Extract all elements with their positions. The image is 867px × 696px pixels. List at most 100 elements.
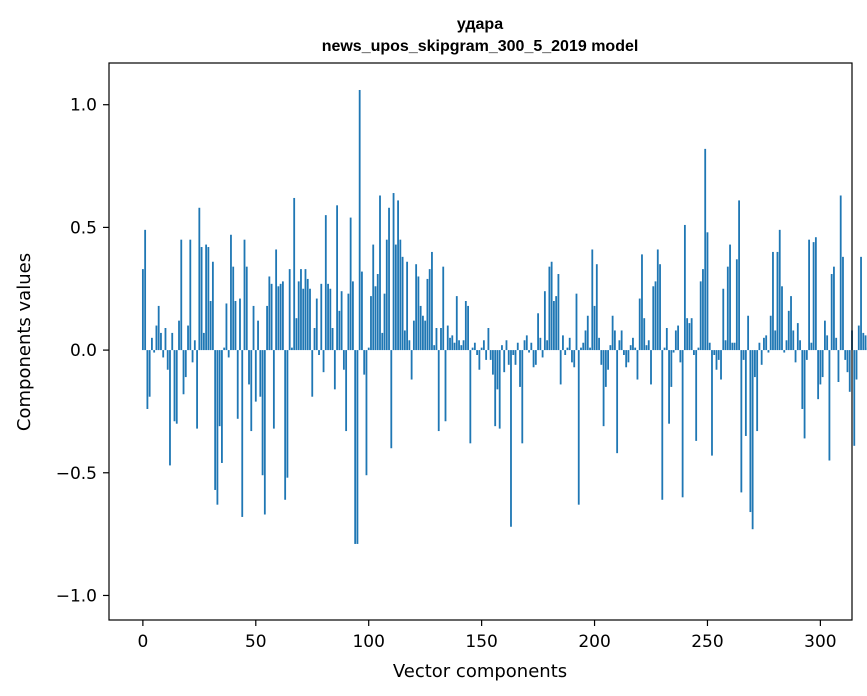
bar-287 bbox=[790, 296, 792, 351]
x-tick-label-300: 300 bbox=[804, 632, 836, 652]
bar-135 bbox=[446, 325, 449, 351]
bar-67 bbox=[293, 197, 296, 351]
bar-158 bbox=[498, 350, 501, 429]
bar-119 bbox=[410, 350, 413, 380]
bar-319 bbox=[862, 332, 865, 351]
bar-94 bbox=[354, 350, 357, 544]
bar-86 bbox=[336, 205, 338, 351]
bar-91 bbox=[347, 293, 350, 351]
bar-187 bbox=[564, 350, 567, 355]
bar-185 bbox=[559, 350, 562, 385]
chart-title-line1: удара bbox=[457, 16, 503, 33]
bar-99 bbox=[365, 350, 368, 476]
bar-141 bbox=[460, 345, 463, 351]
bar-78 bbox=[318, 350, 320, 355]
bar-294 bbox=[805, 350, 808, 360]
bar-215 bbox=[627, 350, 630, 363]
bar-291 bbox=[799, 340, 801, 351]
bar-97 bbox=[361, 271, 363, 351]
bar-121 bbox=[415, 264, 418, 351]
x-tick-label-150: 150 bbox=[465, 632, 497, 652]
bar-9 bbox=[162, 350, 165, 358]
bar-74 bbox=[309, 288, 311, 351]
bar-105 bbox=[379, 195, 381, 351]
bar-305 bbox=[830, 274, 833, 351]
bar-148 bbox=[476, 350, 479, 355]
bar-276 bbox=[765, 335, 768, 351]
bar-104 bbox=[376, 274, 379, 351]
bar-151 bbox=[482, 340, 485, 351]
bar-307 bbox=[835, 337, 838, 351]
bar-230 bbox=[661, 350, 664, 500]
bar-154 bbox=[489, 350, 492, 360]
bar-302 bbox=[824, 320, 826, 351]
bar-222 bbox=[643, 318, 646, 351]
bar-207 bbox=[609, 345, 612, 351]
bar-65 bbox=[288, 269, 291, 351]
bar-272 bbox=[756, 350, 759, 432]
bar-265 bbox=[740, 350, 743, 493]
bar-214 bbox=[625, 350, 628, 368]
bar-218 bbox=[634, 347, 637, 351]
bar-296 bbox=[810, 342, 813, 351]
bar-188 bbox=[566, 347, 569, 351]
bar-29 bbox=[207, 247, 210, 351]
bar-303 bbox=[826, 335, 829, 351]
bar-229 bbox=[659, 264, 661, 351]
bar-266 bbox=[742, 350, 745, 360]
y-tick-label-3: 0.5 bbox=[70, 218, 97, 238]
bar-267 bbox=[744, 350, 747, 436]
bar-123 bbox=[419, 305, 422, 351]
bar-15 bbox=[175, 350, 178, 424]
bar-157 bbox=[496, 350, 499, 390]
bar-11 bbox=[166, 350, 169, 370]
bar-92 bbox=[349, 217, 352, 351]
bar-45 bbox=[243, 239, 246, 351]
bar-235 bbox=[672, 350, 675, 353]
bar-36 bbox=[223, 347, 226, 351]
bar-193 bbox=[577, 350, 580, 505]
bar-149 bbox=[478, 350, 481, 370]
bar-117 bbox=[406, 261, 409, 351]
bar-167 bbox=[519, 350, 521, 387]
bar-197 bbox=[586, 315, 589, 351]
bar-181 bbox=[550, 261, 553, 351]
bar-69 bbox=[297, 281, 300, 351]
bar-284 bbox=[783, 350, 786, 353]
bar-76 bbox=[313, 328, 316, 351]
bar-56 bbox=[268, 276, 271, 351]
bar-139 bbox=[455, 296, 458, 351]
bar-317 bbox=[857, 325, 860, 351]
bar-38 bbox=[227, 350, 230, 358]
bar-20 bbox=[187, 325, 189, 351]
bar-233 bbox=[668, 350, 670, 424]
bar-223 bbox=[645, 345, 648, 351]
bar-90 bbox=[345, 350, 348, 432]
bar-168 bbox=[521, 350, 524, 444]
bar-299 bbox=[817, 350, 820, 400]
bar-174 bbox=[534, 350, 537, 365]
bar-28 bbox=[205, 244, 208, 351]
bar-176 bbox=[539, 337, 542, 351]
bar-98 bbox=[363, 350, 366, 375]
bar-25 bbox=[198, 207, 201, 351]
bar-173 bbox=[532, 350, 535, 368]
bar-161 bbox=[505, 340, 508, 351]
bar-171 bbox=[528, 350, 530, 353]
bar-295 bbox=[808, 239, 810, 351]
bar-271 bbox=[753, 350, 756, 378]
bar-93 bbox=[352, 281, 354, 351]
x-tick-label-50: 50 bbox=[245, 632, 267, 652]
x-axis-label: Vector components bbox=[393, 661, 567, 682]
bar-190 bbox=[571, 350, 573, 363]
bar-236 bbox=[674, 330, 677, 351]
bar-19 bbox=[184, 350, 187, 378]
bar-152 bbox=[485, 350, 488, 360]
bar-81 bbox=[324, 215, 327, 351]
x-tick-label-200: 200 bbox=[578, 632, 610, 652]
bar-55 bbox=[266, 305, 268, 351]
bar-64 bbox=[286, 350, 289, 478]
bar-60 bbox=[277, 286, 280, 351]
bar-179 bbox=[546, 340, 549, 351]
bar-84 bbox=[331, 328, 334, 351]
